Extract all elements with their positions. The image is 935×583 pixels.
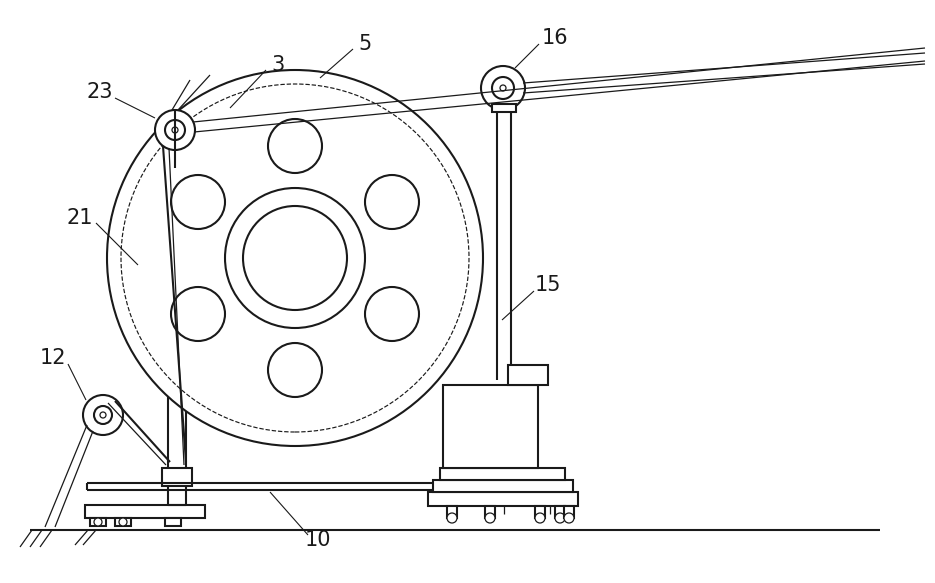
Circle shape (447, 513, 457, 523)
Bar (555, 506, 565, 518)
Circle shape (155, 110, 195, 150)
Text: 12: 12 (40, 348, 66, 368)
Circle shape (243, 206, 347, 310)
Circle shape (172, 127, 178, 133)
Circle shape (268, 343, 322, 397)
Bar (564, 506, 574, 518)
Bar (447, 506, 457, 518)
Circle shape (268, 119, 322, 173)
Bar (440, 468, 565, 480)
Circle shape (83, 395, 123, 435)
Circle shape (365, 287, 419, 341)
Circle shape (225, 188, 365, 328)
Text: 23: 23 (87, 82, 113, 102)
Circle shape (485, 513, 495, 523)
Circle shape (171, 287, 225, 341)
Circle shape (171, 175, 225, 229)
Text: 16: 16 (541, 28, 568, 48)
Bar (443, 385, 538, 468)
Text: 15: 15 (535, 275, 561, 295)
Circle shape (481, 66, 525, 110)
Text: 3: 3 (271, 55, 284, 75)
Circle shape (94, 518, 102, 526)
Text: 5: 5 (358, 34, 371, 54)
Circle shape (564, 513, 574, 523)
Text: 21: 21 (66, 208, 94, 228)
Text: 10: 10 (305, 530, 331, 550)
Bar (85, 505, 205, 518)
Circle shape (555, 513, 565, 523)
Circle shape (165, 120, 185, 140)
Circle shape (100, 412, 106, 418)
Circle shape (119, 518, 127, 526)
Bar (115, 518, 131, 526)
Circle shape (492, 77, 514, 99)
Bar (428, 492, 578, 506)
Bar (535, 506, 545, 518)
Bar (165, 518, 181, 526)
Circle shape (535, 513, 545, 523)
Circle shape (365, 175, 419, 229)
Circle shape (94, 406, 112, 424)
Bar (485, 506, 495, 518)
Bar (90, 518, 106, 526)
Bar (433, 480, 573, 492)
Circle shape (107, 70, 483, 446)
Circle shape (500, 85, 506, 91)
Bar (162, 468, 192, 486)
Bar (492, 104, 516, 112)
Circle shape (121, 84, 469, 432)
Bar (508, 365, 548, 385)
